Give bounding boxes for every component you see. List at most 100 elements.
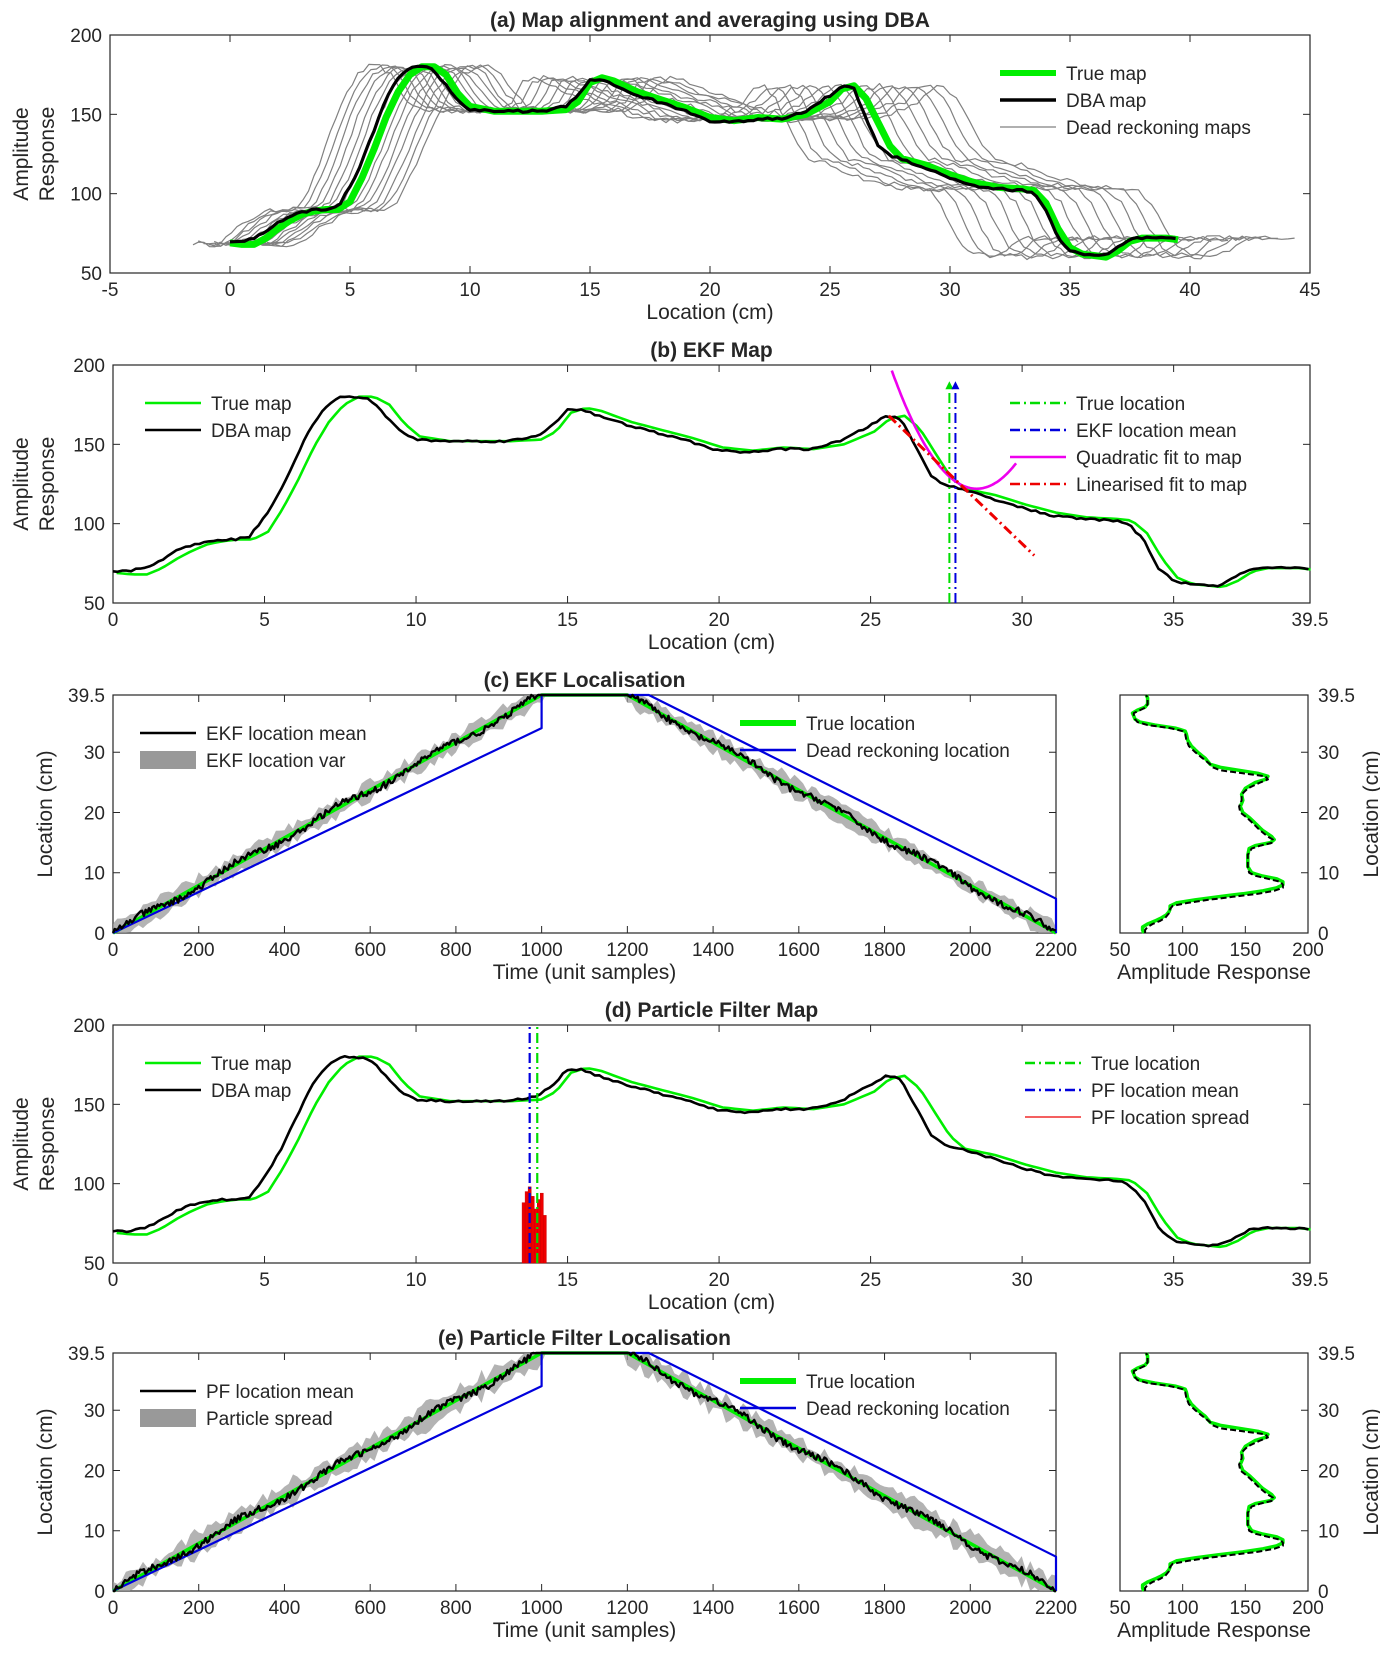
y-tick-label: 100 — [70, 185, 102, 206]
side-x-tick-label: 50 — [1109, 1598, 1130, 1619]
legend-entry: Linearised fit to map — [1010, 475, 1247, 496]
side-y-axis-label: Location (cm) — [1360, 1408, 1380, 1535]
side-y-tick-label: 39.5 — [1318, 686, 1355, 707]
legend-label-location-mean: EKF location mean — [206, 724, 367, 745]
x-tick-label: 400 — [269, 1598, 301, 1619]
x-tick-label: 1000 — [520, 1598, 562, 1619]
x-tick-label: 2200 — [1035, 940, 1077, 961]
axes-d: 0 5 10 15 20 25 30 35 39.5 50 100 150 200 (d) Particl… — [10, 999, 1328, 1314]
y-tick-label: 50 — [84, 1254, 105, 1275]
legend-entry: PF location mean — [1025, 1081, 1239, 1102]
dead-reckoning-map-line — [192, 63, 1062, 259]
x-tick-label: 30 — [1012, 1270, 1033, 1291]
legend-entry: True location — [740, 1372, 915, 1393]
legend-label-true-location: True location — [1076, 394, 1185, 415]
x-tick-label: 0 — [108, 1598, 119, 1619]
x-tick-label: 0 — [108, 940, 119, 961]
y-tick-label: 0 — [94, 924, 105, 945]
legend-entry: PF location mean — [140, 1382, 354, 1403]
side-x-tick-label: 50 — [1109, 940, 1130, 961]
true-map-line — [116, 1055, 1311, 1249]
x-axis-label: Time (unit samples) — [493, 961, 677, 984]
true-map-line — [116, 395, 1311, 589]
x-tick-label: 1600 — [778, 940, 820, 961]
side-x-tick-label: 150 — [1229, 940, 1261, 961]
legend-entry: Particle spread — [140, 1409, 333, 1430]
side-y-tick-label: 20 — [1318, 1461, 1339, 1482]
chart-title: (e) Particle Filter Localisation — [438, 1327, 731, 1350]
y-tick-label: 200 — [73, 1016, 105, 1037]
dead-reckoning-map-line — [235, 63, 1195, 259]
legend-label-true-map: True map — [211, 394, 292, 415]
x-tick-label: 1200 — [606, 1598, 648, 1619]
x-tick-label: 40 — [1179, 280, 1200, 301]
pf-spread-bar — [540, 1192, 544, 1264]
x-tick-label: 600 — [354, 940, 386, 961]
y-axis-label: Location (cm) — [34, 1408, 57, 1535]
x-tick-label: 0 — [225, 280, 236, 301]
legend-entry: True location — [1010, 394, 1185, 415]
side-y-tick-label: 0 — [1318, 924, 1329, 945]
y-tick-label: 150 — [73, 1095, 105, 1116]
y-tick-label: 10 — [84, 1522, 105, 1543]
legend-entry: DBA map — [145, 421, 291, 442]
side-x-tick-label: 150 — [1229, 1598, 1261, 1619]
y-axis-label: Response — [36, 107, 59, 202]
x-tick-label: 5 — [259, 1270, 270, 1291]
x-tick-label: 20 — [709, 1270, 730, 1291]
dead-reckoning-map-line — [198, 64, 1079, 257]
x-axis-label: Location (cm) — [646, 301, 773, 324]
location-mean-line — [112, 1351, 1056, 1593]
x-tick-label: 25 — [860, 610, 881, 631]
x-tick-label: 1200 — [606, 940, 648, 961]
x-tick-label: 2000 — [949, 940, 991, 961]
dead-reckoning-map-line — [240, 65, 1212, 259]
y-tick-label: 20 — [84, 1461, 105, 1482]
legend-entry: True location — [1025, 1054, 1200, 1075]
x-tick-label: 2200 — [1035, 1598, 1077, 1619]
x-tick-label: 45 — [1299, 280, 1320, 301]
y-tick-label: 10 — [84, 864, 105, 885]
chart-title: (d) Particle Filter Map — [605, 999, 819, 1022]
side-y-axis-label: Location (cm) — [1360, 750, 1380, 877]
legend-label-true-map: True map — [211, 1054, 292, 1075]
x-tick-label: 2000 — [949, 1598, 991, 1619]
axes-a: -5 0 5 10 15 20 25 30 35 40 45 50 100 150 200 (a) Map a… — [10, 9, 1321, 324]
plot-frame — [112, 364, 1311, 604]
side-y-tick-label: 30 — [1318, 743, 1339, 764]
legend-entry: True map — [1000, 64, 1147, 85]
legend-entry: Quadratic fit to map — [1010, 448, 1242, 469]
x-tick-label: 600 — [354, 1598, 386, 1619]
legend-label-dba-map: DBA map — [211, 1081, 291, 1102]
legend-label-true-location: True location — [806, 714, 915, 735]
y-tick-label: 100 — [73, 515, 105, 536]
side-x-axis-label: Amplitude Response — [1117, 1619, 1311, 1642]
x-tick-label: 30 — [1012, 610, 1033, 631]
y-tick-label: 0 — [94, 1582, 105, 1603]
side-plot-frame — [1119, 694, 1309, 934]
x-tick-label: 5 — [345, 280, 356, 301]
x-tick-label: 10 — [405, 1270, 426, 1291]
x-tick-label: 0 — [108, 1270, 119, 1291]
x-tick-label: 10 — [405, 610, 426, 631]
side-panel-c: 50 100 150 2000 10 20 30 39.5 Amplitude Response… — [1109, 686, 1380, 984]
y-tick-label: 30 — [84, 1401, 105, 1422]
side-true-map-line — [1130, 694, 1285, 934]
x-tick-label: 1800 — [863, 940, 905, 961]
x-tick-label: 15 — [557, 1270, 578, 1291]
x-axis-label: Location (cm) — [648, 631, 775, 654]
pf-spread-bar — [530, 1196, 535, 1264]
side-panel-e: 50 100 150 2000 10 20 30 39.5 Amplitude Response… — [1109, 1344, 1380, 1642]
legend-label-ekf-location-mean: EKF location mean — [1076, 421, 1237, 442]
chart-title: (c) EKF Localisation — [484, 669, 686, 692]
axes-b: 0 5 10 15 20 25 30 35 39.5 50 100 150 200 (b) EKF Map… — [10, 339, 1328, 654]
x-tick-label: 1400 — [692, 1598, 734, 1619]
x-tick-label: 1600 — [778, 1598, 820, 1619]
side-y-tick-label: 0 — [1318, 1582, 1329, 1603]
legend-label-true-location: True location — [1091, 1054, 1200, 1075]
legend-label-dead-reckoning-location: Dead reckoning location — [806, 1399, 1010, 1420]
side-x-tick-label: 200 — [1292, 940, 1324, 961]
x-tick-label: 25 — [819, 280, 840, 301]
y-tick-label: 39.5 — [68, 1344, 105, 1365]
